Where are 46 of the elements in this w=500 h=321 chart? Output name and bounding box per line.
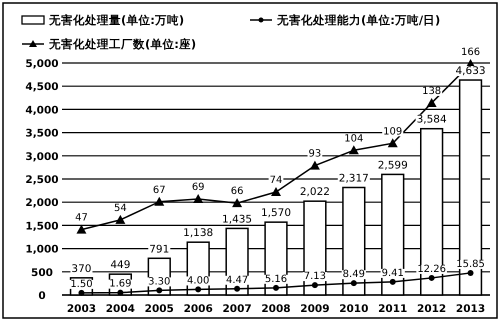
point <box>310 160 320 170</box>
point <box>78 290 84 296</box>
point <box>468 270 474 276</box>
y-tick-label: 1,000 <box>25 244 59 256</box>
point <box>271 187 281 196</box>
x-tick-label: 2005 <box>144 303 174 315</box>
point <box>76 224 86 234</box>
y-tick-label: 2,000 <box>25 197 59 210</box>
x-tick-label: 2012 <box>417 303 446 315</box>
y-tick-label: 3,500 <box>25 128 59 140</box>
legend-label: 无害化处理量(单位:万吨) <box>48 13 184 27</box>
y-tick-label: 2,500 <box>25 174 59 186</box>
x-tick-label: 2013 <box>456 303 486 315</box>
x-tick-label: 2010 <box>339 303 368 315</box>
x-tick-label: 2011 <box>378 303 408 315</box>
point <box>232 198 242 208</box>
x-tick-label: 2003 <box>66 303 96 315</box>
point <box>390 278 396 285</box>
point <box>273 284 279 291</box>
y-tick-label: 4,500 <box>25 81 59 94</box>
y-tick-label: 0 <box>38 290 46 302</box>
y-tick-label: 500 <box>31 266 53 279</box>
point <box>193 194 204 203</box>
point <box>156 287 162 294</box>
point <box>195 286 202 292</box>
x-tick-label: 2009 <box>300 303 330 315</box>
point <box>312 282 318 288</box>
point <box>115 214 126 224</box>
x-tick-label: 2006 <box>184 303 213 315</box>
point <box>154 196 164 206</box>
x-tick-label: 2007 <box>222 303 252 315</box>
point <box>350 280 357 286</box>
point <box>426 98 437 107</box>
point <box>428 274 435 281</box>
point <box>388 138 398 148</box>
x-tick-label: 2008 <box>261 303 291 315</box>
point <box>348 145 359 154</box>
y-tick-label: 5,000 <box>25 58 59 70</box>
y-tick-label: 4,000 <box>25 104 59 116</box>
x-tick-label: 2004 <box>106 303 135 315</box>
y-tick-label: 1,500 <box>25 220 59 232</box>
point <box>117 290 124 296</box>
y-tick-label: 3,000 <box>25 150 59 163</box>
legend-label: 无害化处理能力(单位:万吨/日) <box>276 13 440 27</box>
legend-label: 无害化处理工厂数(单位:座) <box>48 37 196 51</box>
point <box>234 286 240 292</box>
